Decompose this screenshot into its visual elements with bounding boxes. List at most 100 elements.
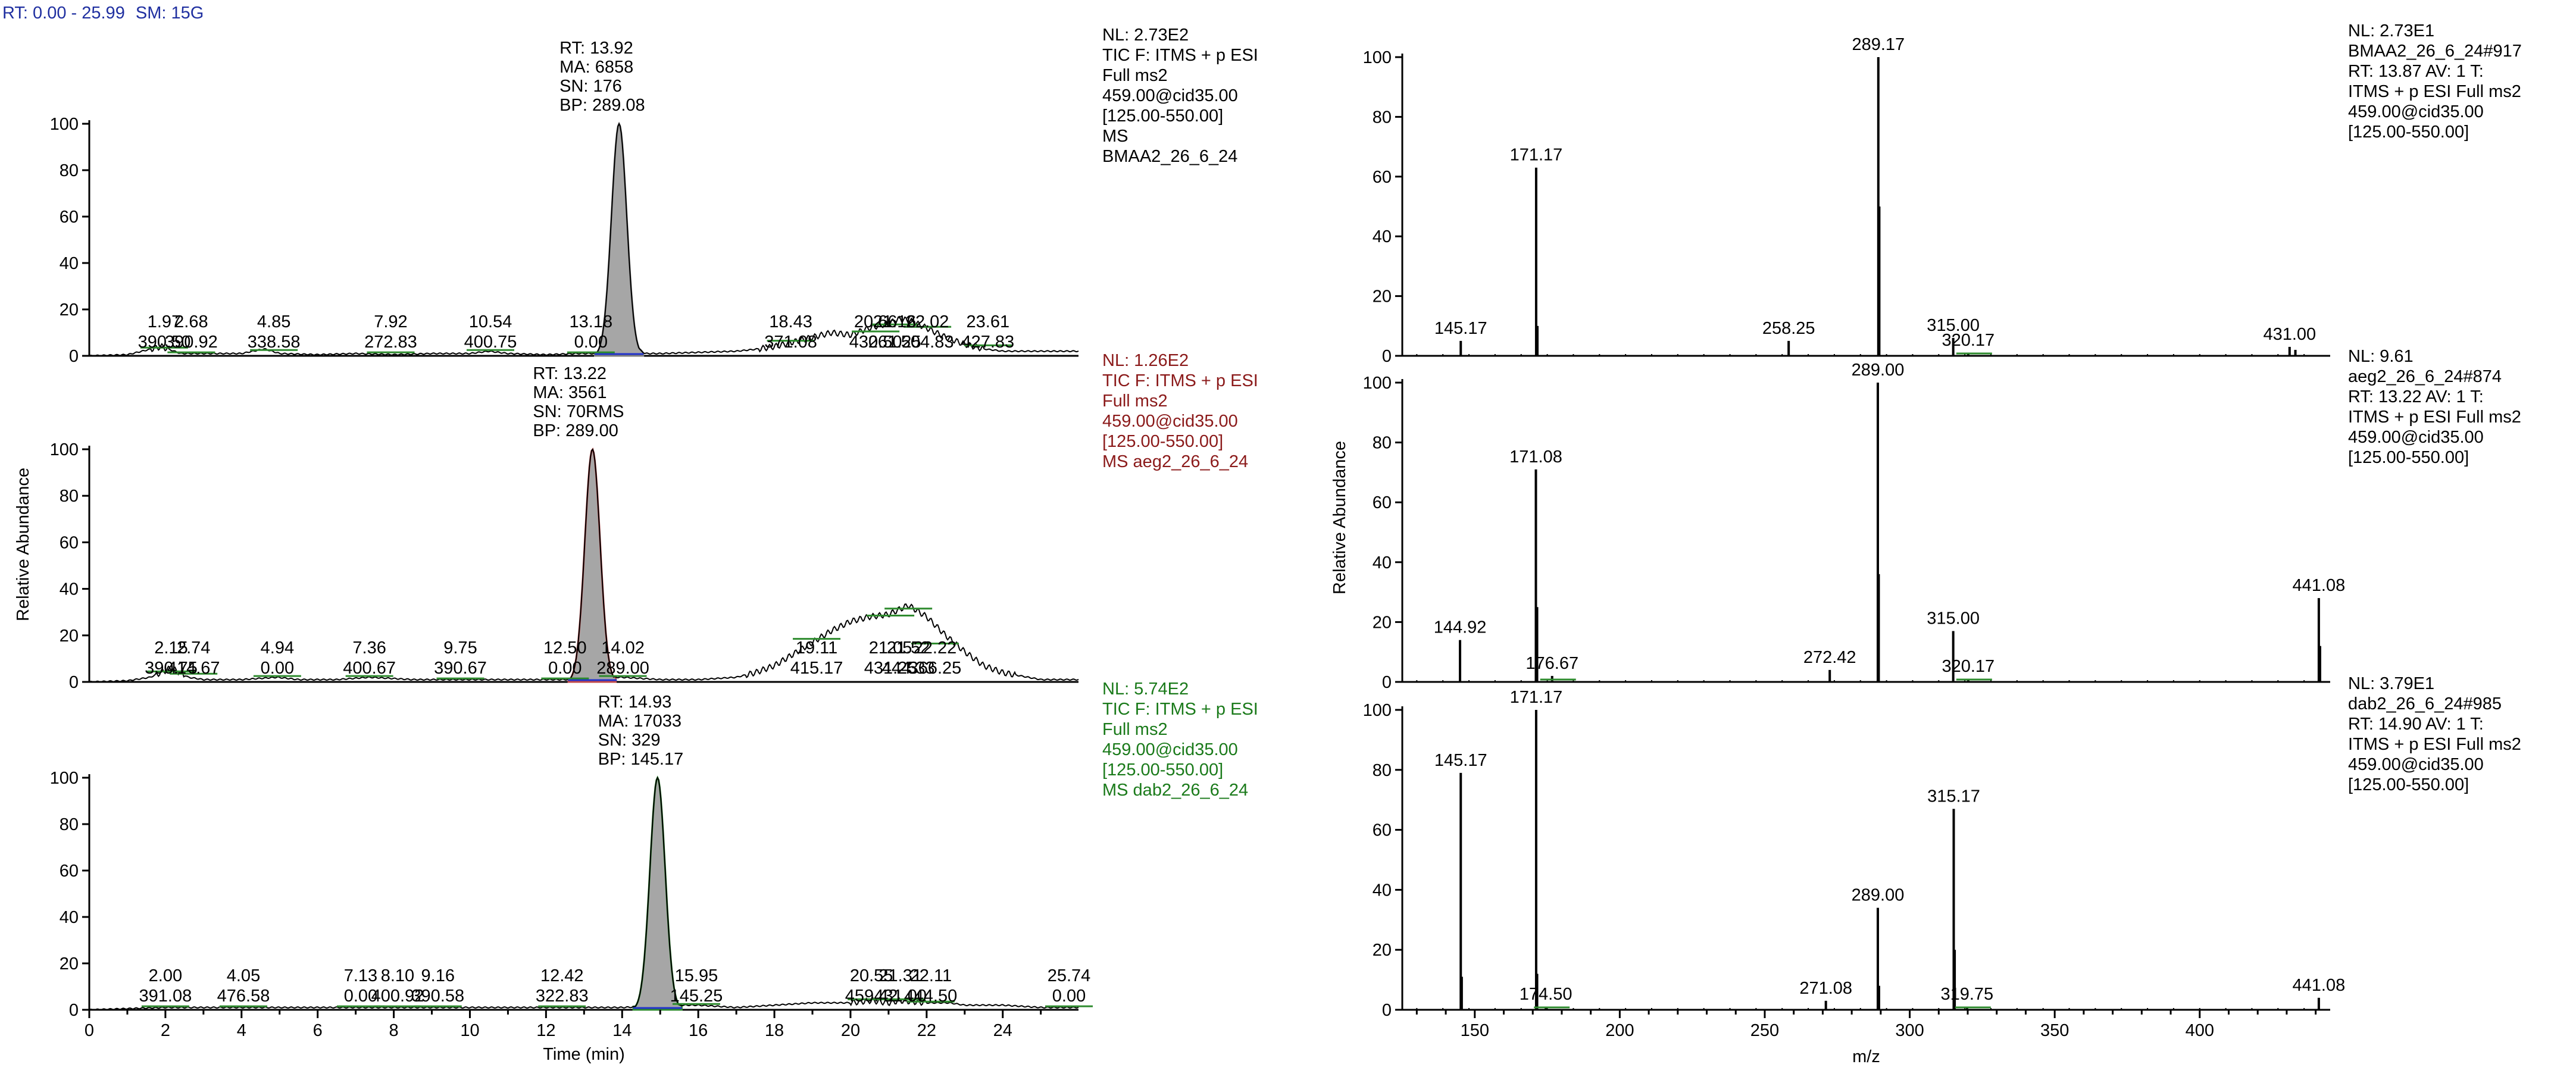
chrom-2-label-rt: 12.50 xyxy=(543,638,587,658)
chrom-2-label-mz: 0.00 xyxy=(548,659,582,678)
spec-3-peak-label: 319.75 xyxy=(1940,985,1993,1004)
chrom-2-label-rt: 14.02 xyxy=(601,638,645,658)
chrom-1-peak-annotation: SN: 176 xyxy=(559,77,622,96)
chrom-2-label-rt: 19.11 xyxy=(796,638,837,658)
spec-2-peak-label: 289.00 xyxy=(1852,361,1905,380)
chrom-3-label-rt: 9.16 xyxy=(421,966,455,985)
chrom-1-label-mz: 0.00 xyxy=(574,333,608,352)
spec-2-info-line: 459.00@cid35.00 xyxy=(2348,428,2484,447)
spec-3-info-line: ITMS + p ESI Full ms2 xyxy=(2348,735,2521,754)
spec-2-y-tick-label: 40 xyxy=(1373,553,1392,572)
spec-2-y-tick-label: 80 xyxy=(1373,434,1392,453)
chrom-2-info-line: NL: 1.26E2 xyxy=(1102,351,1189,370)
chrom-1-label-rt: 13.18 xyxy=(570,312,613,331)
spec-1-info-line: 459.00@cid35.00 xyxy=(2348,102,2484,121)
chrom-1-y-tick-label: 0 xyxy=(69,347,79,366)
spec-2-peak-label: 176.67 xyxy=(1525,654,1578,673)
chrom-3-info-line: TIC F: ITMS + p ESI xyxy=(1102,700,1258,719)
chrom-3-label-rt: 4.05 xyxy=(227,966,260,985)
spec-3-info-line: NL: 3.79E1 xyxy=(2348,674,2434,693)
spec-2-info-line: aeg2_26_6_24#874 xyxy=(2348,367,2502,386)
chrom-2-label-rt: 21.05 xyxy=(869,638,912,658)
chrom-2-label-rt: 21.52 xyxy=(887,638,930,658)
chrom-y-axis-label: Relative Abundance xyxy=(14,468,33,621)
chrom-2-label-rt: 2.15 xyxy=(154,638,187,658)
chrom-1-label-mz: 390.92 xyxy=(165,333,218,352)
chrom-3-x-tick-label: 14 xyxy=(612,1021,632,1040)
spec-3-y-tick-label: 40 xyxy=(1373,881,1392,900)
chrom-3-label-mz: 400.92 xyxy=(371,987,424,1006)
chrom-2-label-rt: 22.22 xyxy=(914,638,957,658)
chrom-2-label-mz: 400.67 xyxy=(343,659,396,678)
chrom-3-label-rt: 22.11 xyxy=(910,966,952,985)
chrom-1-y-tick-label: 100 xyxy=(50,115,79,134)
chrom-2-peak-annotation: BP: 289.00 xyxy=(533,421,618,440)
spec-2-peak-label: 441.08 xyxy=(2293,576,2346,595)
spec-3-info-line: 459.00@cid35.00 xyxy=(2348,755,2484,774)
spec-1-peak-label: 431.00 xyxy=(2263,325,2316,344)
spec-1-info-line: [125.00-550.00] xyxy=(2348,123,2469,142)
chrom-3-x-tick-label: 8 xyxy=(389,1021,399,1040)
chrom-2-label-mz: 390.75 xyxy=(145,659,198,678)
spec-2-info-line: NL: 9.61 xyxy=(2348,347,2414,366)
chrom-3-label-rt: 2.00 xyxy=(149,966,182,985)
chrom-1-info-line: Full ms2 xyxy=(1102,66,1168,85)
spec-1-info-line: NL: 2.73E1 xyxy=(2348,21,2434,40)
chrom-2-y-tick-label: 100 xyxy=(50,440,79,459)
spec-3-peak-label: 171.17 xyxy=(1510,688,1563,707)
chrom-3-y-tick-label: 60 xyxy=(60,862,79,881)
chrom-1-label-mz: 504.83 xyxy=(901,333,954,352)
chrom-3-label-rt: 21.31 xyxy=(879,966,922,985)
spec-3-info-line: [125.00-550.00] xyxy=(2348,775,2469,794)
chrom-3-label-rt: 25.74 xyxy=(1048,966,1091,985)
spec-2-peak-label: 171.08 xyxy=(1509,447,1562,467)
spec-3-info-line: RT: 14.90 AV: 1 T: xyxy=(2348,715,2484,734)
chrom-2-y-tick-label: 0 xyxy=(69,673,79,692)
chrom-1-y-tick-label: 20 xyxy=(60,300,79,320)
spec-3-peak-label: 289.00 xyxy=(1852,886,1905,905)
spec-1-peak-label: 258.25 xyxy=(1762,319,1815,338)
chrom-3-info-line: 459.00@cid35.00 xyxy=(1102,740,1238,759)
chrom-1-label-rt: 23.61 xyxy=(967,312,1010,331)
chrom-3-label-mz: 391.08 xyxy=(139,987,192,1006)
chrom-1-info-line: BMAA2_26_6_24 xyxy=(1102,147,1237,166)
chrom-2-label-mz: 289.00 xyxy=(596,659,649,678)
chrom-3-y-tick-label: 20 xyxy=(60,954,79,973)
spec-2-peak-label: 315.00 xyxy=(1927,609,1980,628)
chrom-1-label-rt: 4.85 xyxy=(257,312,290,331)
chrom-1-label-rt: 18.43 xyxy=(769,312,812,331)
chrom-3-label-mz: 322.83 xyxy=(536,987,589,1006)
chrom-2-label-mz: 390.67 xyxy=(434,659,487,678)
chrom-3-label-rt: 12.42 xyxy=(540,966,584,985)
chrom-1-label-mz: 430.50 xyxy=(849,333,902,352)
spec-3-x-tick-label: 350 xyxy=(2040,1021,2069,1040)
spec-2-peak-label: 272.42 xyxy=(1803,648,1856,667)
chrom-3-x-tick-label: 16 xyxy=(689,1021,708,1040)
spec-2-peak-label: 320.17 xyxy=(1942,657,1994,676)
chrom-3-label-mz: 0.00 xyxy=(1052,987,1086,1006)
spec-1-info-line: ITMS + p ESI Full ms2 xyxy=(2348,82,2521,101)
chrom-3-info-line: MS dab2_26_6_24 xyxy=(1102,781,1248,800)
chrom-2-info-line: Full ms2 xyxy=(1102,392,1168,411)
chrom-1-label-rt: 10.54 xyxy=(469,312,512,331)
rt-range: RT: 0.00 - 25.99 xyxy=(2,4,125,23)
chrom-1-trace xyxy=(89,122,1079,357)
chrom-3-label-mz: 0.00 xyxy=(344,987,377,1006)
spec-1-peak-label: 315.00 xyxy=(1927,316,1980,335)
spec-2-y-tick-label: 0 xyxy=(1382,673,1392,692)
spec-2-y-tick-label: 100 xyxy=(1363,374,1392,393)
spec-3-x-tick-label: 200 xyxy=(1605,1021,1634,1040)
header: RT: 0.00 - 25.99 SM: 15G xyxy=(2,4,210,23)
chrom-1-label-mz: 400.75 xyxy=(464,333,517,352)
chrom-1-y-tick-label: 60 xyxy=(60,208,79,227)
chrom-1-info-line: NL: 2.73E2 xyxy=(1102,26,1189,45)
chrom-1-label-mz: 261.25 xyxy=(868,333,921,352)
chrom-3-label-mz: 390.58 xyxy=(411,987,464,1006)
chrom-1-peak-annotation: BP: 289.08 xyxy=(559,96,645,115)
spec-1-y-tick-label: 60 xyxy=(1373,168,1392,187)
chrom-3-label-rt: 8.10 xyxy=(381,966,414,985)
spec-1-peak-label: 145.17 xyxy=(1434,319,1487,338)
chrom-3-x-tick-label: 22 xyxy=(917,1021,936,1040)
chrom-2-label-mz: 431.25 xyxy=(864,659,917,678)
